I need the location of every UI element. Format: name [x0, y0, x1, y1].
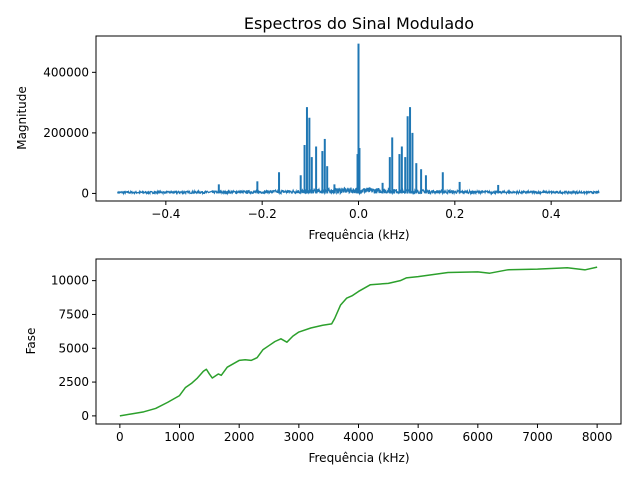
ax2-ytick-label: 10000 — [51, 274, 89, 288]
ax1-ytick-label: 200000 — [43, 126, 89, 140]
ax2-xtick-label: 6000 — [463, 430, 494, 444]
ax1-series — [117, 43, 600, 196]
ax2-xtick-label: 7000 — [522, 430, 553, 444]
ax2-xtick-label: 2000 — [224, 430, 255, 444]
ax1-xtick-label: 0.4 — [542, 207, 561, 221]
phase-plot: Fase Frequência (kHz) 0 1000 2000 3000 4000 5… — [24, 258, 622, 465]
ax1-ylabel: Magnitude — [15, 86, 29, 150]
figure-title: Espectros do Sinal Modulado — [244, 14, 474, 33]
ax1-ytick-label: 400000 — [43, 65, 89, 79]
ax2-xtick-label: 1000 — [164, 430, 195, 444]
ax1-xtick-label: −0.4 — [151, 207, 180, 221]
ax1-ticks: −0.4 −0.2 0.0 0.2 0.4 0 200000 400000 — [43, 65, 561, 221]
ax1-xlabel: Frequência (kHz) — [308, 228, 409, 242]
ax2-ytick-label: 0 — [81, 409, 89, 423]
spectrum-magnitude-plot: Magnitude Frequência (kHz) −0.4 −0.2 0.0 0.… — [15, 35, 622, 242]
ax2-xlabel: Frequência (kHz) — [308, 451, 409, 465]
ax1-frame — [95, 35, 622, 202]
ax2-ticks: 0 1000 2000 3000 4000 5000 6000 7000 8000 0 2500 50… — [51, 274, 613, 444]
ax2-ytick-label: 5000 — [58, 341, 89, 355]
ax2-series — [119, 266, 598, 417]
ax1-xtick-label: 0.0 — [349, 207, 368, 221]
ax2-xtick-label: 8000 — [582, 430, 613, 444]
ax1-ytick-label: 0 — [81, 186, 89, 200]
ax1-xtick-label: 0.2 — [445, 207, 464, 221]
ax2-ytick-label: 2500 — [58, 375, 89, 389]
ax2-ytick-label: 7500 — [58, 307, 89, 321]
ax1-xtick-label: −0.2 — [248, 207, 277, 221]
ax2-xtick-label: 5000 — [403, 430, 434, 444]
ax2-xtick-label: 3000 — [284, 430, 315, 444]
ax2-xtick-label: 0 — [116, 430, 124, 444]
ax2-ylabel: Fase — [24, 328, 38, 355]
ax2-xtick-label: 4000 — [343, 430, 374, 444]
ax2-series-line — [119, 266, 598, 417]
ax2-frame — [95, 258, 622, 425]
